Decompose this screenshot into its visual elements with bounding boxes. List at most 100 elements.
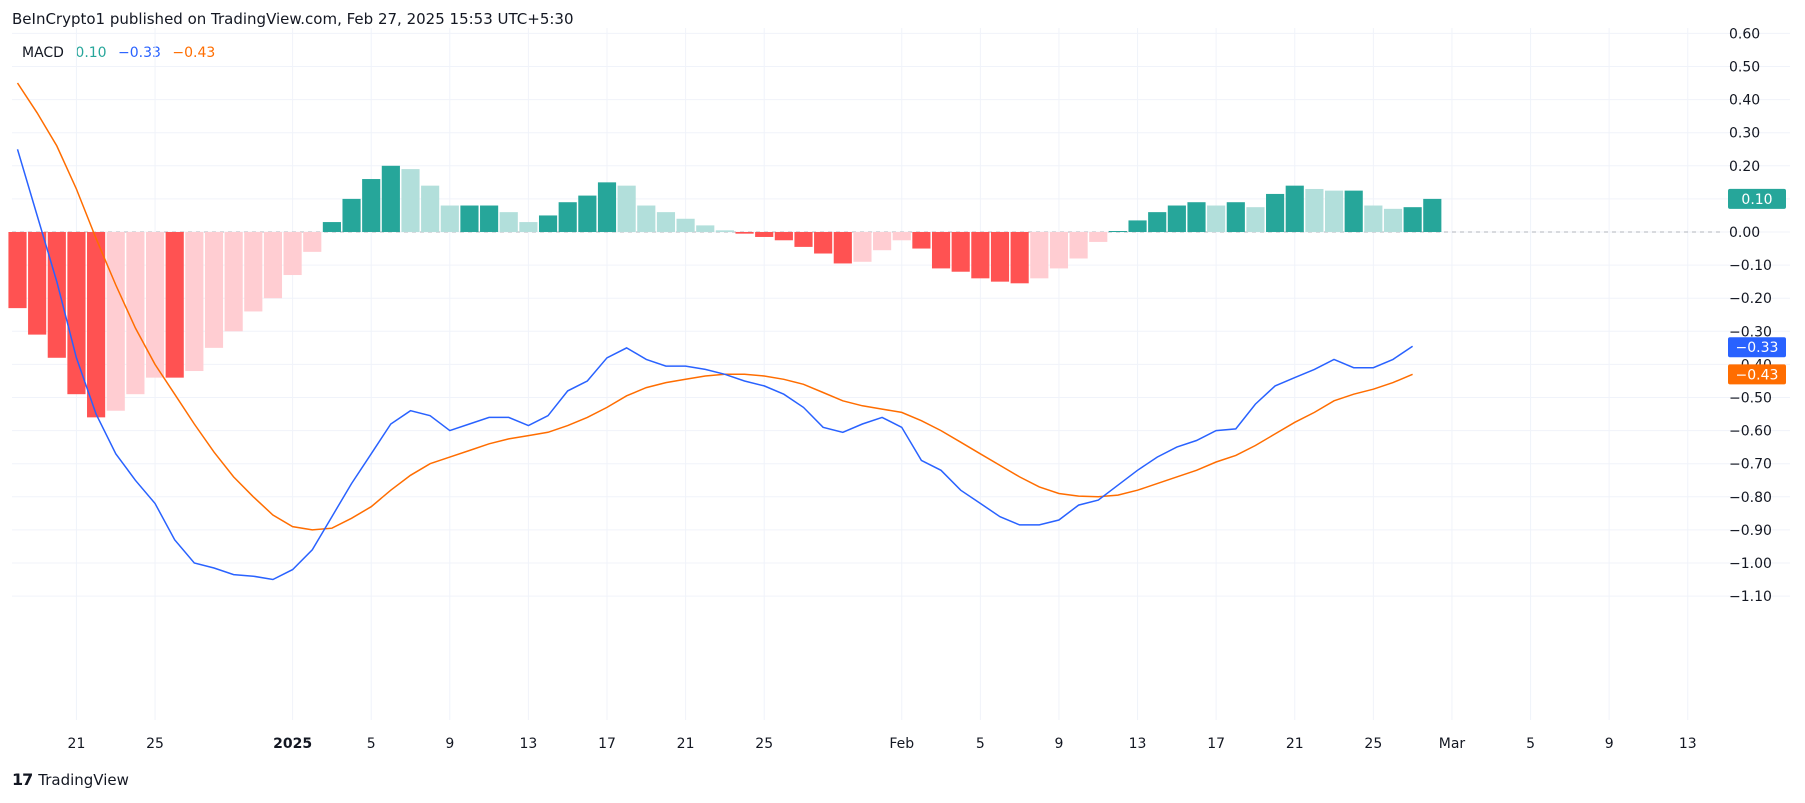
y-tick-label: 0.30 (1729, 126, 1760, 142)
histogram-bar (8, 232, 27, 309)
x-tick-label: 13 (519, 736, 537, 752)
histogram-bar (696, 225, 715, 232)
histogram-bar (774, 232, 793, 241)
x-tick-label: 21 (1286, 736, 1304, 752)
y-tick-label: −0.30 (1729, 324, 1772, 340)
histogram-bar (1344, 190, 1363, 232)
histogram-bar (990, 232, 1010, 282)
macd-value-badge-bg (1728, 337, 1786, 358)
histogram-bar (873, 232, 892, 251)
histogram-bar (1187, 202, 1206, 232)
histogram-bar (322, 222, 341, 232)
histogram-bar (342, 198, 361, 232)
x-tick-label: 5 (976, 736, 985, 752)
y-tick-label: −0.20 (1729, 291, 1772, 307)
signal-value-badge: −0.43 (1736, 367, 1779, 383)
y-tick-label: −1.10 (1729, 589, 1772, 605)
histogram-bar (1207, 205, 1226, 232)
histogram-bar (67, 232, 86, 395)
histogram-bar (1049, 232, 1069, 269)
histogram-bar (617, 185, 636, 232)
histogram-bar (165, 232, 184, 378)
y-tick-label: −0.90 (1729, 523, 1772, 539)
histogram-bar (480, 205, 499, 232)
histogram-bar (558, 202, 577, 232)
histogram-bar (931, 232, 951, 269)
macd-chart[interactable]: 0.60 0.50 0.40 0.30 0.20 0.10 0.00 −0.10 −0.20 −0… (0, 0, 1805, 760)
y-tick-label: −0.10 (1729, 258, 1772, 274)
legend-signal-value: −0.43 (172, 45, 216, 61)
histogram-bar (735, 232, 754, 234)
histogram-bar (814, 232, 833, 254)
x-tick-label: 9 (1605, 736, 1614, 752)
x-tick-label: 5 (367, 736, 376, 752)
y-tick-label: −0.60 (1729, 424, 1772, 440)
signal-line (16, 82, 1413, 531)
hist-value-badge-bg (1728, 188, 1786, 209)
histogram-bar (597, 182, 617, 232)
histogram-bar (1324, 190, 1344, 232)
histogram-bar (715, 230, 734, 232)
histogram-bar (1167, 205, 1186, 232)
y-tick-label: 0.20 (1729, 159, 1760, 175)
y-tick-label: 0.60 (1729, 26, 1760, 42)
histogram-bar (578, 195, 597, 232)
histogram-bar (421, 185, 440, 232)
tradingview-footer[interactable]: 17 TradingView (12, 770, 129, 789)
histogram-bar (656, 212, 676, 232)
x-tick-label: 13 (1129, 736, 1147, 752)
histogram-bar (283, 232, 302, 276)
histogram-bar (244, 232, 263, 312)
histogram-bar (1108, 231, 1127, 232)
histogram-bar (1010, 232, 1029, 284)
x-tick-label: 25 (755, 736, 773, 752)
x-tick-label: 9 (1054, 736, 1063, 752)
x-tick-label: 25 (146, 736, 164, 752)
histogram-bar (28, 232, 47, 335)
histogram-bar (263, 232, 283, 299)
signal-value-badge-bg (1728, 364, 1786, 385)
histogram-bar (1128, 220, 1147, 232)
histogram-bar (224, 232, 243, 332)
y-tick-label: 0.50 (1729, 60, 1760, 76)
legend-name: MACD (22, 45, 64, 61)
histogram-bar (912, 232, 931, 249)
histogram-bar (1069, 232, 1088, 259)
x-tick-label: Mar (1439, 736, 1466, 752)
hist-value-badge: 0.10 (1741, 192, 1772, 208)
histogram-bar (87, 232, 106, 418)
y-tick-label: −0.80 (1729, 490, 1772, 506)
histogram-bar (1246, 207, 1265, 232)
histogram-bar (853, 232, 872, 262)
histogram-bar (1305, 188, 1324, 232)
histogram-bar (460, 205, 479, 232)
histogram-bar (676, 218, 695, 232)
macd-line (16, 149, 1414, 581)
histogram-bar (401, 169, 420, 232)
histogram-bar (833, 232, 852, 264)
x-tick-label: Feb (889, 736, 914, 752)
histogram-bar (794, 232, 813, 247)
legend-macd-value: −0.33 (118, 45, 161, 61)
histogram-bar (145, 232, 165, 378)
histogram-bar (892, 232, 911, 241)
histogram-bar (1403, 207, 1422, 232)
x-tick-label: 9 (445, 736, 454, 752)
histogram-bar (1226, 202, 1245, 232)
y-tick-label: −0.70 (1729, 457, 1772, 473)
x-tick-label: 17 (598, 736, 616, 752)
histogram-bar (1364, 205, 1383, 232)
histogram-bar (951, 232, 970, 272)
publisher-header: BeInCrypto1 published on TradingView.com… (12, 10, 574, 28)
histogram-bar (637, 205, 656, 232)
x-tick-label: 13 (1679, 736, 1697, 752)
histogram-bar (538, 215, 558, 232)
y-tick-label: 0.40 (1729, 93, 1760, 109)
histogram-bar (1148, 212, 1167, 232)
indicator-legend[interactable]: MACD 0.10 −0.33 −0.43 (22, 45, 222, 61)
histogram-bar (126, 232, 145, 395)
histogram-bar (755, 232, 774, 237)
x-tick-label: 5 (1526, 736, 1535, 752)
histogram-bar (204, 232, 224, 348)
x-tick-label: 2025 (273, 736, 312, 752)
